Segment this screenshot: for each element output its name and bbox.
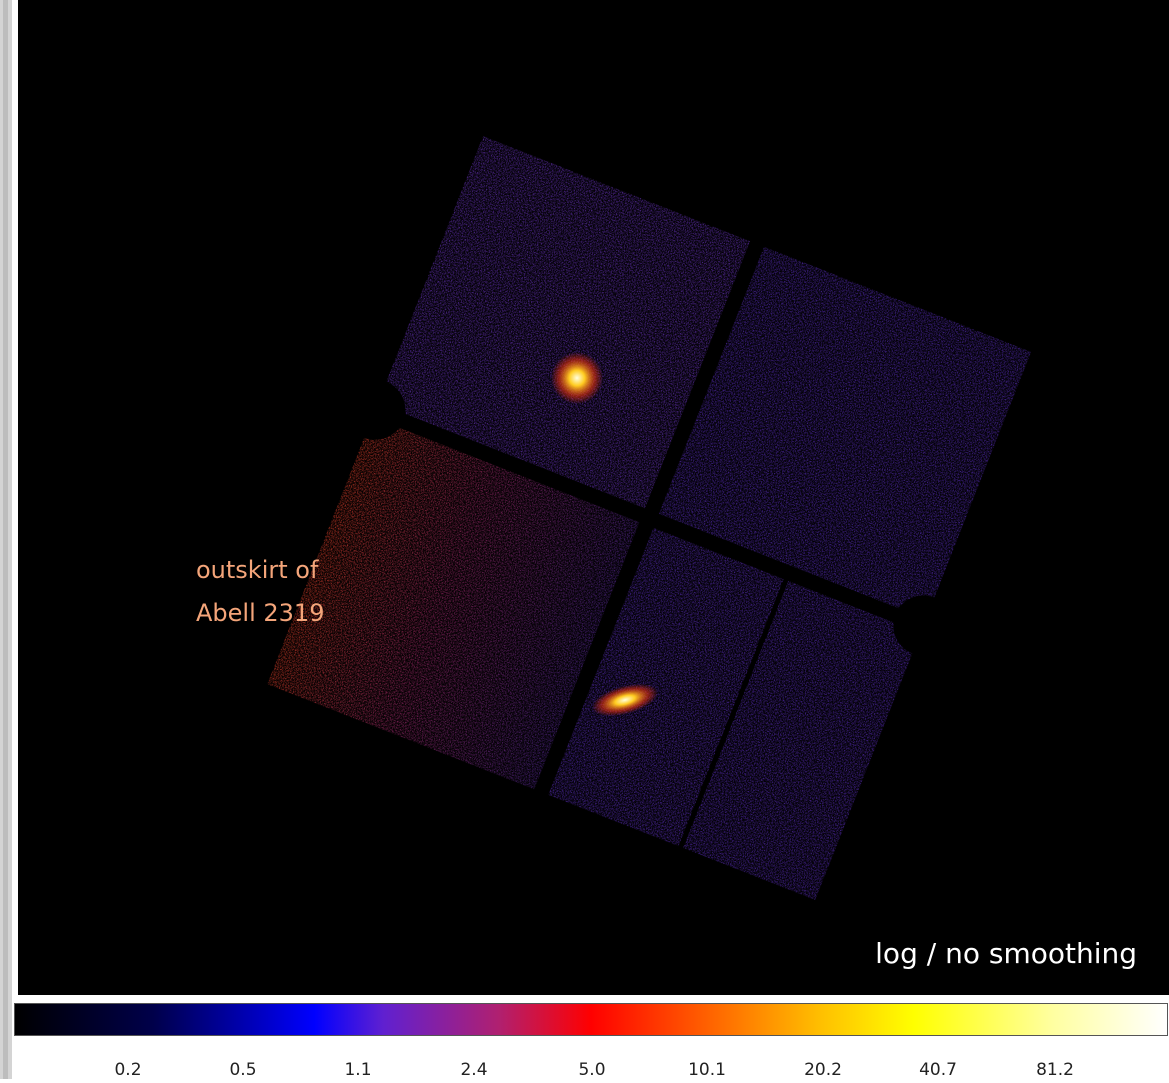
colorbar-tick-label: 81.2 (1036, 1060, 1074, 1079)
colorbar-tick-label: 20.2 (804, 1060, 842, 1079)
side-strip (3, 0, 8, 1079)
annotation: outskirt of (196, 556, 319, 584)
colorbar-tick-label: 40.7 (919, 1060, 957, 1079)
colorbar-ticks: 0.2 0.5 1.1 2.4 5.0 10.1 20.2 40.7 81.2 (114, 1060, 1073, 1079)
scaling-note: log / no smoothing (875, 937, 1137, 970)
image-frame (18, 0, 1169, 995)
colorbar (15, 1004, 1168, 1036)
colorbar-tick-label: 0.5 (229, 1060, 256, 1079)
colorbar-tick-label: 0.2 (114, 1060, 141, 1079)
annotation: Abell 2319 (196, 599, 324, 627)
colorbar-tick-label: 2.4 (460, 1060, 487, 1079)
colorbar-tick-label: 10.1 (688, 1060, 726, 1079)
colorbar-tick-label: 5.0 (578, 1060, 605, 1079)
source (551, 352, 603, 404)
colorbar-tick-label: 1.1 (344, 1060, 371, 1079)
viewer: outskirt of Abell 2319 log / no smoothin… (0, 0, 1169, 1079)
